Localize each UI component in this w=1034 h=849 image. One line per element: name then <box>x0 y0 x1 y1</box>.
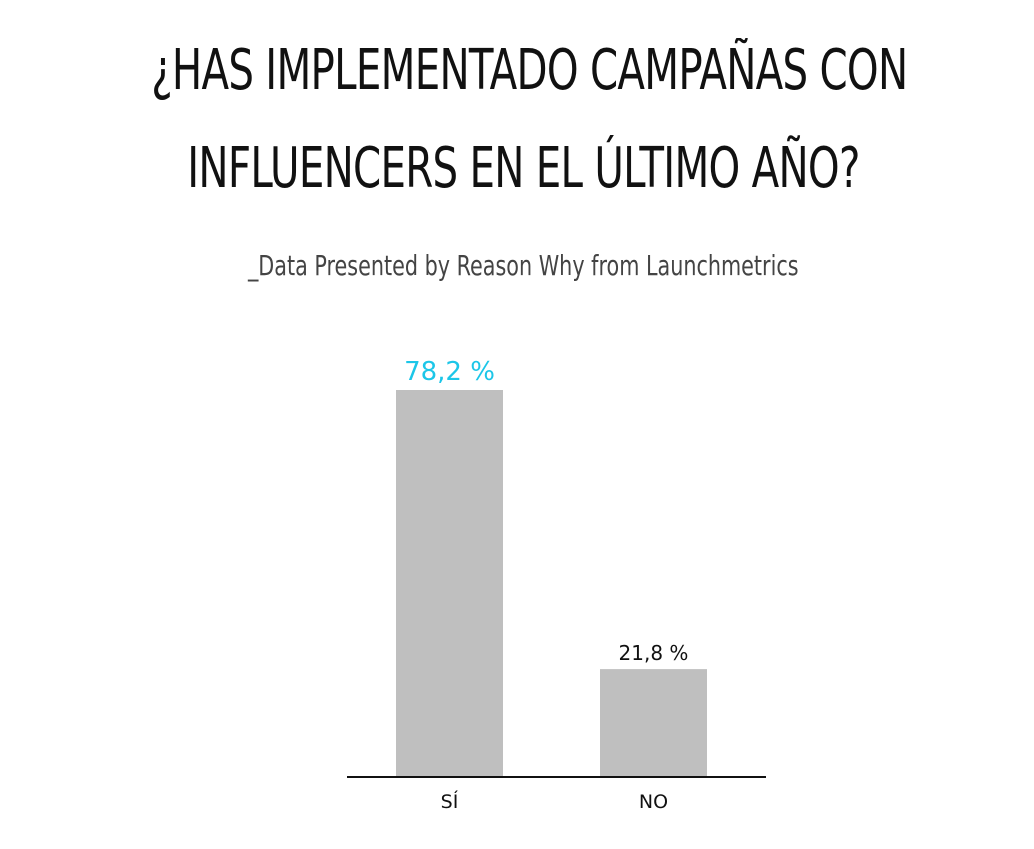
tick-label-1: NO <box>639 791 668 813</box>
data-label-0: 78,2 % <box>404 357 495 387</box>
page-title: ¿HAS IMPLEMENTADO CAMPAÑAS CON INFLUENCE… <box>151 22 908 218</box>
title-line-2: INFLUENCERS EN EL ÚLTIMO AÑO? <box>187 136 860 201</box>
bar-1 <box>600 669 707 777</box>
data-label-1: 21,8 % <box>619 641 689 665</box>
title-line-1: ¿HAS IMPLEMENTADO CAMPAÑAS CON <box>151 38 908 103</box>
bar-0 <box>396 390 503 777</box>
tick-label-0: SÍ <box>441 790 459 813</box>
chart-subtitle: _Data Presented by Reason Why from Launc… <box>247 249 799 282</box>
